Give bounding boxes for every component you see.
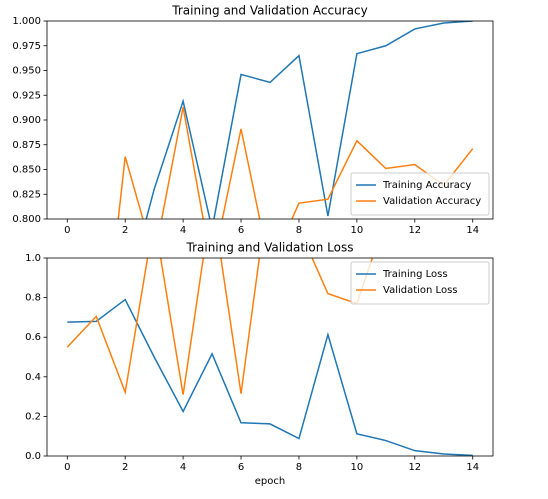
x-tick-label: 12 [408, 225, 421, 236]
legend: Training Loss Validation Loss [350, 261, 490, 305]
line-series [67, 298, 473, 456]
legend-label: Training Loss [382, 269, 448, 280]
legend: Training Accuracy Validation Accuracy [350, 172, 490, 216]
x-tick-label: 8 [296, 462, 302, 473]
x-tick-label: 12 [408, 462, 421, 473]
y-tick-label: 1.000 [12, 16, 41, 27]
y-tick-label: 0.950 [12, 66, 41, 77]
x-tick-label: 14 [466, 225, 479, 236]
chart-title: Training and Validation Accuracy [171, 4, 367, 18]
x-tick-label: 2 [122, 462, 128, 473]
x-tick-label: 10 [351, 462, 364, 473]
x-tick-label: 6 [238, 462, 244, 473]
y-tick-label: 0.875 [12, 140, 41, 151]
y-tick-label: 0.925 [12, 90, 41, 101]
chart-title: Training and Validation Loss [186, 241, 354, 255]
line-series [145, 21, 473, 219]
y-tick-label: 0.900 [12, 115, 41, 126]
legend-label: Validation Loss [383, 285, 458, 296]
y-tick-label: 0.2 [25, 411, 41, 422]
y-tick-label: 0.4 [25, 372, 41, 383]
axes-frame [46, 20, 494, 220]
x-tick-label: 2 [122, 225, 128, 236]
y-tick-label: 0.6 [25, 332, 41, 343]
chart: Training and Validation Loss 0.0 0.2 0.4 0.6… [25, 241, 494, 487]
x-tick-label: 0 [64, 462, 70, 473]
legend-box [350, 261, 490, 305]
x-tick-label: 4 [180, 225, 186, 236]
line-series [66, 258, 374, 396]
x-tick-label: 10 [351, 225, 364, 236]
plot-area [66, 258, 473, 456]
plot-area [117, 21, 474, 219]
x-tick-label: 14 [466, 462, 479, 473]
y-tick-label: 0.850 [12, 165, 41, 176]
legend-label: Validation Accuracy [383, 196, 481, 207]
x-tick-label: 0 [64, 225, 70, 236]
x-axis-label: epoch [255, 476, 285, 487]
y-tick-label: 0.800 [12, 214, 41, 225]
legend-label: Training Accuracy [382, 180, 471, 191]
line-series [117, 106, 474, 219]
y-tick-label: 0.8 [25, 293, 41, 304]
axes-frame [46, 257, 494, 457]
x-tick-label: 4 [180, 462, 186, 473]
x-tick-label: 8 [296, 225, 302, 236]
y-tick-label: 0.975 [12, 41, 41, 52]
legend-box [350, 172, 490, 216]
y-tick-label: 1.0 [25, 253, 41, 264]
y-tick-label: 0.0 [25, 451, 41, 462]
x-tick-label: 6 [238, 225, 244, 236]
chart: Training and Validation Accuracy 0.800 0.8… [12, 4, 494, 236]
y-tick-label: 0.825 [12, 189, 41, 200]
